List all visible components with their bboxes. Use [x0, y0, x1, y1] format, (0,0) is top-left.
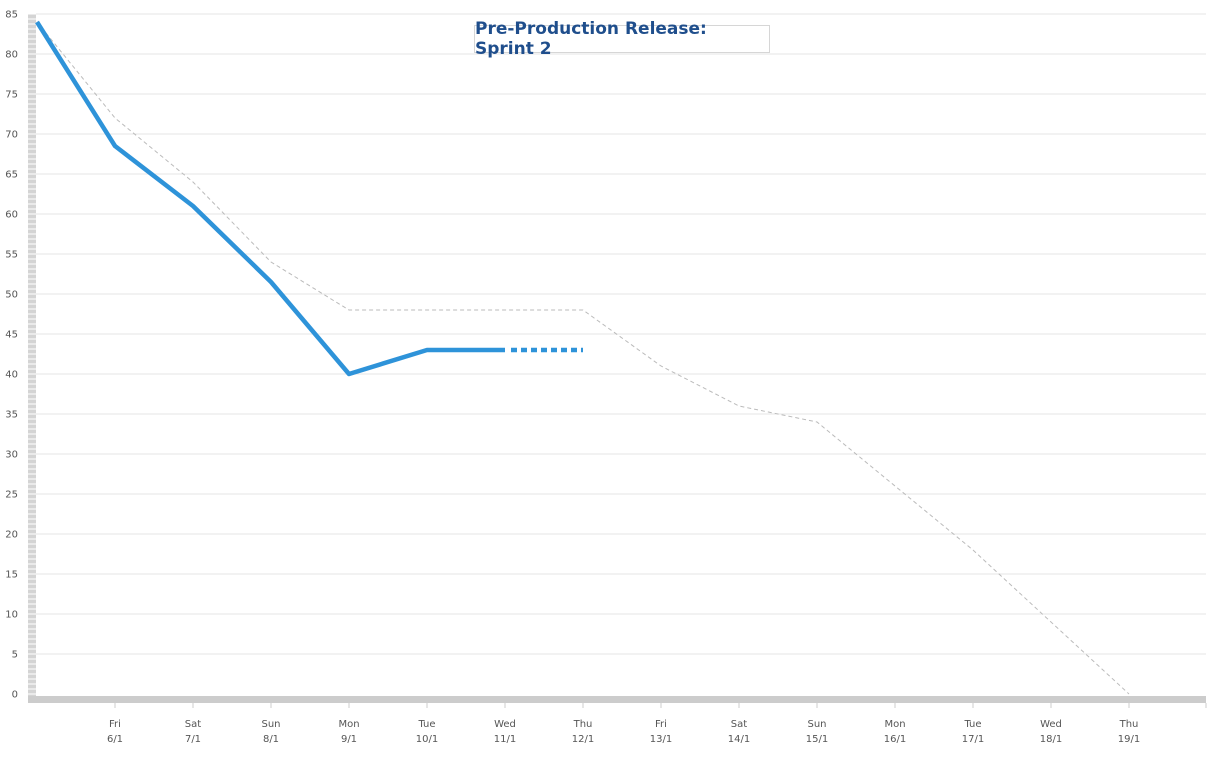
y-tick-label: 65 [5, 170, 18, 181]
x-tick-label-day: Thu [573, 719, 593, 730]
y-tick-label: 35 [5, 410, 18, 421]
x-tick-label-day: Fri [109, 719, 121, 730]
x-tick-label-day: Fri [655, 719, 667, 730]
x-tick-label-date: 10/1 [416, 734, 438, 745]
x-tick-label-date: 6/1 [107, 734, 123, 745]
x-tick-label-date: 14/1 [728, 734, 750, 745]
y-tick-label: 50 [5, 290, 18, 301]
x-tick-label-day: Tue [963, 719, 981, 730]
y-tick-label: 80 [5, 50, 18, 61]
ideal-burndown-line [36, 21, 1130, 695]
y-tick-label: 70 [5, 130, 18, 141]
x-tick-label-date: 9/1 [341, 734, 357, 745]
x-tick-label-date: 7/1 [185, 734, 201, 745]
x-tick-label-date: 17/1 [962, 734, 984, 745]
y-tick-label: 55 [5, 250, 18, 261]
y-tick-label: 10 [5, 610, 18, 621]
x-tick-label-day: Sat [731, 719, 747, 730]
y-tick-label: 45 [5, 330, 18, 341]
x-tick-label-day: Wed [1040, 719, 1062, 730]
y-tick-label: 5 [12, 650, 18, 661]
x-tick-label-date: 11/1 [494, 734, 516, 745]
x-tick-label-day: Mon [338, 719, 359, 730]
chart-title: Pre-Production Release: Sprint 2 [474, 19, 770, 59]
y-tick-label: 60 [5, 210, 18, 221]
x-tick-label-date: 15/1 [806, 734, 828, 745]
y-tick-label: 25 [5, 490, 18, 501]
x-tick-label-day: Mon [884, 719, 905, 730]
y-tick-label: 40 [5, 370, 18, 381]
x-tick-label-day: Sun [807, 719, 826, 730]
y-tick-label: 0 [12, 690, 18, 701]
y-tick-label: 15 [5, 570, 18, 581]
x-tick-label-day: Sun [261, 719, 280, 730]
x-tick-label-day: Wed [494, 719, 516, 730]
x-axis-band [28, 696, 1206, 703]
actual-burndown-line [35, 20, 505, 377]
y-tick-label: 85 [5, 10, 18, 21]
y-tick-label: 20 [5, 530, 18, 541]
y-tick-label: 30 [5, 450, 18, 461]
x-tick-label-date: 12/1 [572, 734, 594, 745]
x-tick-label-day: Sat [185, 719, 201, 730]
x-tick-label-date: 19/1 [1118, 734, 1140, 745]
x-tick-label-date: 16/1 [884, 734, 906, 745]
x-tick-label-date: 18/1 [1040, 734, 1062, 745]
x-tick-label-day: Tue [417, 719, 435, 730]
x-tick-label-day: Thu [1119, 719, 1139, 730]
y-axis-band [28, 14, 36, 702]
y-tick-label: 75 [5, 90, 18, 101]
x-tick-label-date: 8/1 [263, 734, 279, 745]
x-tick-label-date: 13/1 [650, 734, 672, 745]
